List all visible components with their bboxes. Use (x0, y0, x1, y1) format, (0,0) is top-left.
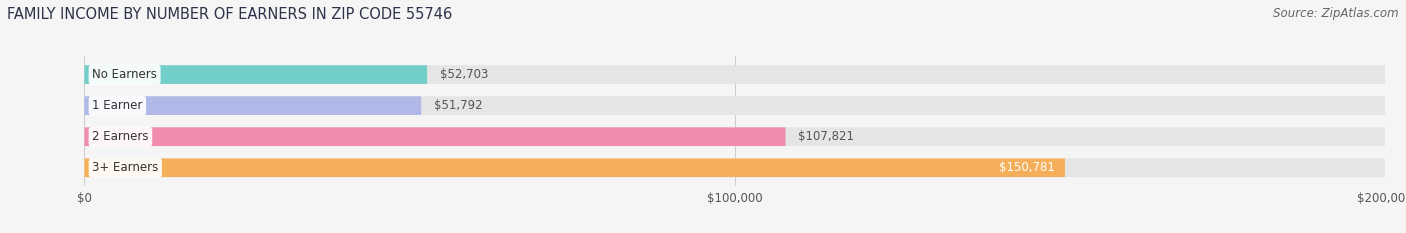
Text: Source: ZipAtlas.com: Source: ZipAtlas.com (1274, 7, 1399, 20)
FancyBboxPatch shape (84, 96, 422, 115)
FancyBboxPatch shape (84, 158, 1064, 177)
FancyBboxPatch shape (84, 158, 1385, 177)
Text: 2 Earners: 2 Earners (93, 130, 149, 143)
Text: No Earners: No Earners (93, 68, 157, 81)
FancyBboxPatch shape (84, 96, 1385, 115)
FancyBboxPatch shape (84, 127, 1385, 146)
Text: 3+ Earners: 3+ Earners (93, 161, 159, 174)
Text: $52,703: $52,703 (440, 68, 488, 81)
Text: 1 Earner: 1 Earner (93, 99, 142, 112)
Text: $107,821: $107,821 (799, 130, 855, 143)
Text: $150,781: $150,781 (1000, 161, 1054, 174)
FancyBboxPatch shape (84, 65, 1385, 84)
Text: FAMILY INCOME BY NUMBER OF EARNERS IN ZIP CODE 55746: FAMILY INCOME BY NUMBER OF EARNERS IN ZI… (7, 7, 453, 22)
FancyBboxPatch shape (84, 65, 427, 84)
Text: $51,792: $51,792 (434, 99, 482, 112)
FancyBboxPatch shape (84, 127, 786, 146)
